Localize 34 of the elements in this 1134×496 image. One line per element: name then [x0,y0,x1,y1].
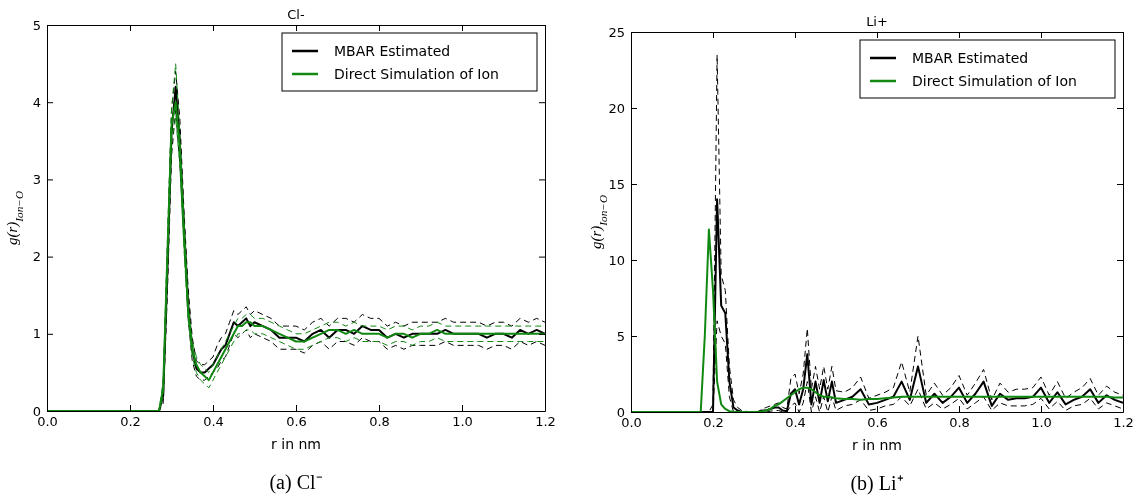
y-tick-label: 5 [32,17,41,33]
chart-title: Li+ [866,14,888,29]
x-tick-label: 0.4 [785,415,806,431]
x-tick-label: 0.0 [37,414,58,430]
text: (b) Li⁺ [850,472,904,495]
y-tick-label: 2 [32,249,41,265]
x-tick-label: 0.6 [286,414,307,430]
y-tick-label: 10 [608,252,625,268]
x-tick-label: 0.6 [867,415,888,431]
x-tick-label: 1.0 [452,414,473,430]
x-tick-label: 0.4 [203,414,224,430]
x-tick-label: 1.2 [535,414,556,430]
x-tick-label: 0.8 [369,414,390,430]
legend-label: Direct Simulation of Ion [334,66,499,82]
text: (a) Cl⁻ [269,471,323,494]
legend-label: MBAR Estimated [912,50,1029,66]
legend-label: MBAR Estimated [334,43,451,59]
x-axis-title: r in nm [852,437,902,453]
y-tick-label: 1 [32,326,41,342]
y-tick-label: 3 [32,172,41,188]
x-tick-label: 1.0 [1031,415,1052,431]
y-tick-label: 5 [616,328,625,344]
y-tick-label: 20 [608,100,625,116]
x-tick-label: 0.2 [703,415,724,431]
legend-label: Direct Simulation of Ion [912,73,1077,89]
y-tick-label: 15 [608,176,625,192]
x-tick-label: 0.8 [949,415,970,431]
y-tick-label: 4 [32,94,41,110]
chart-title: Cl- [287,7,305,22]
x-tick-label: 0.0 [621,415,642,431]
x-axis-title: r in nm [271,436,321,452]
x-tick-label: 0.2 [120,414,141,430]
x-tick-label: 1.2 [1113,415,1134,431]
y-tick-label: 25 [608,24,625,40]
